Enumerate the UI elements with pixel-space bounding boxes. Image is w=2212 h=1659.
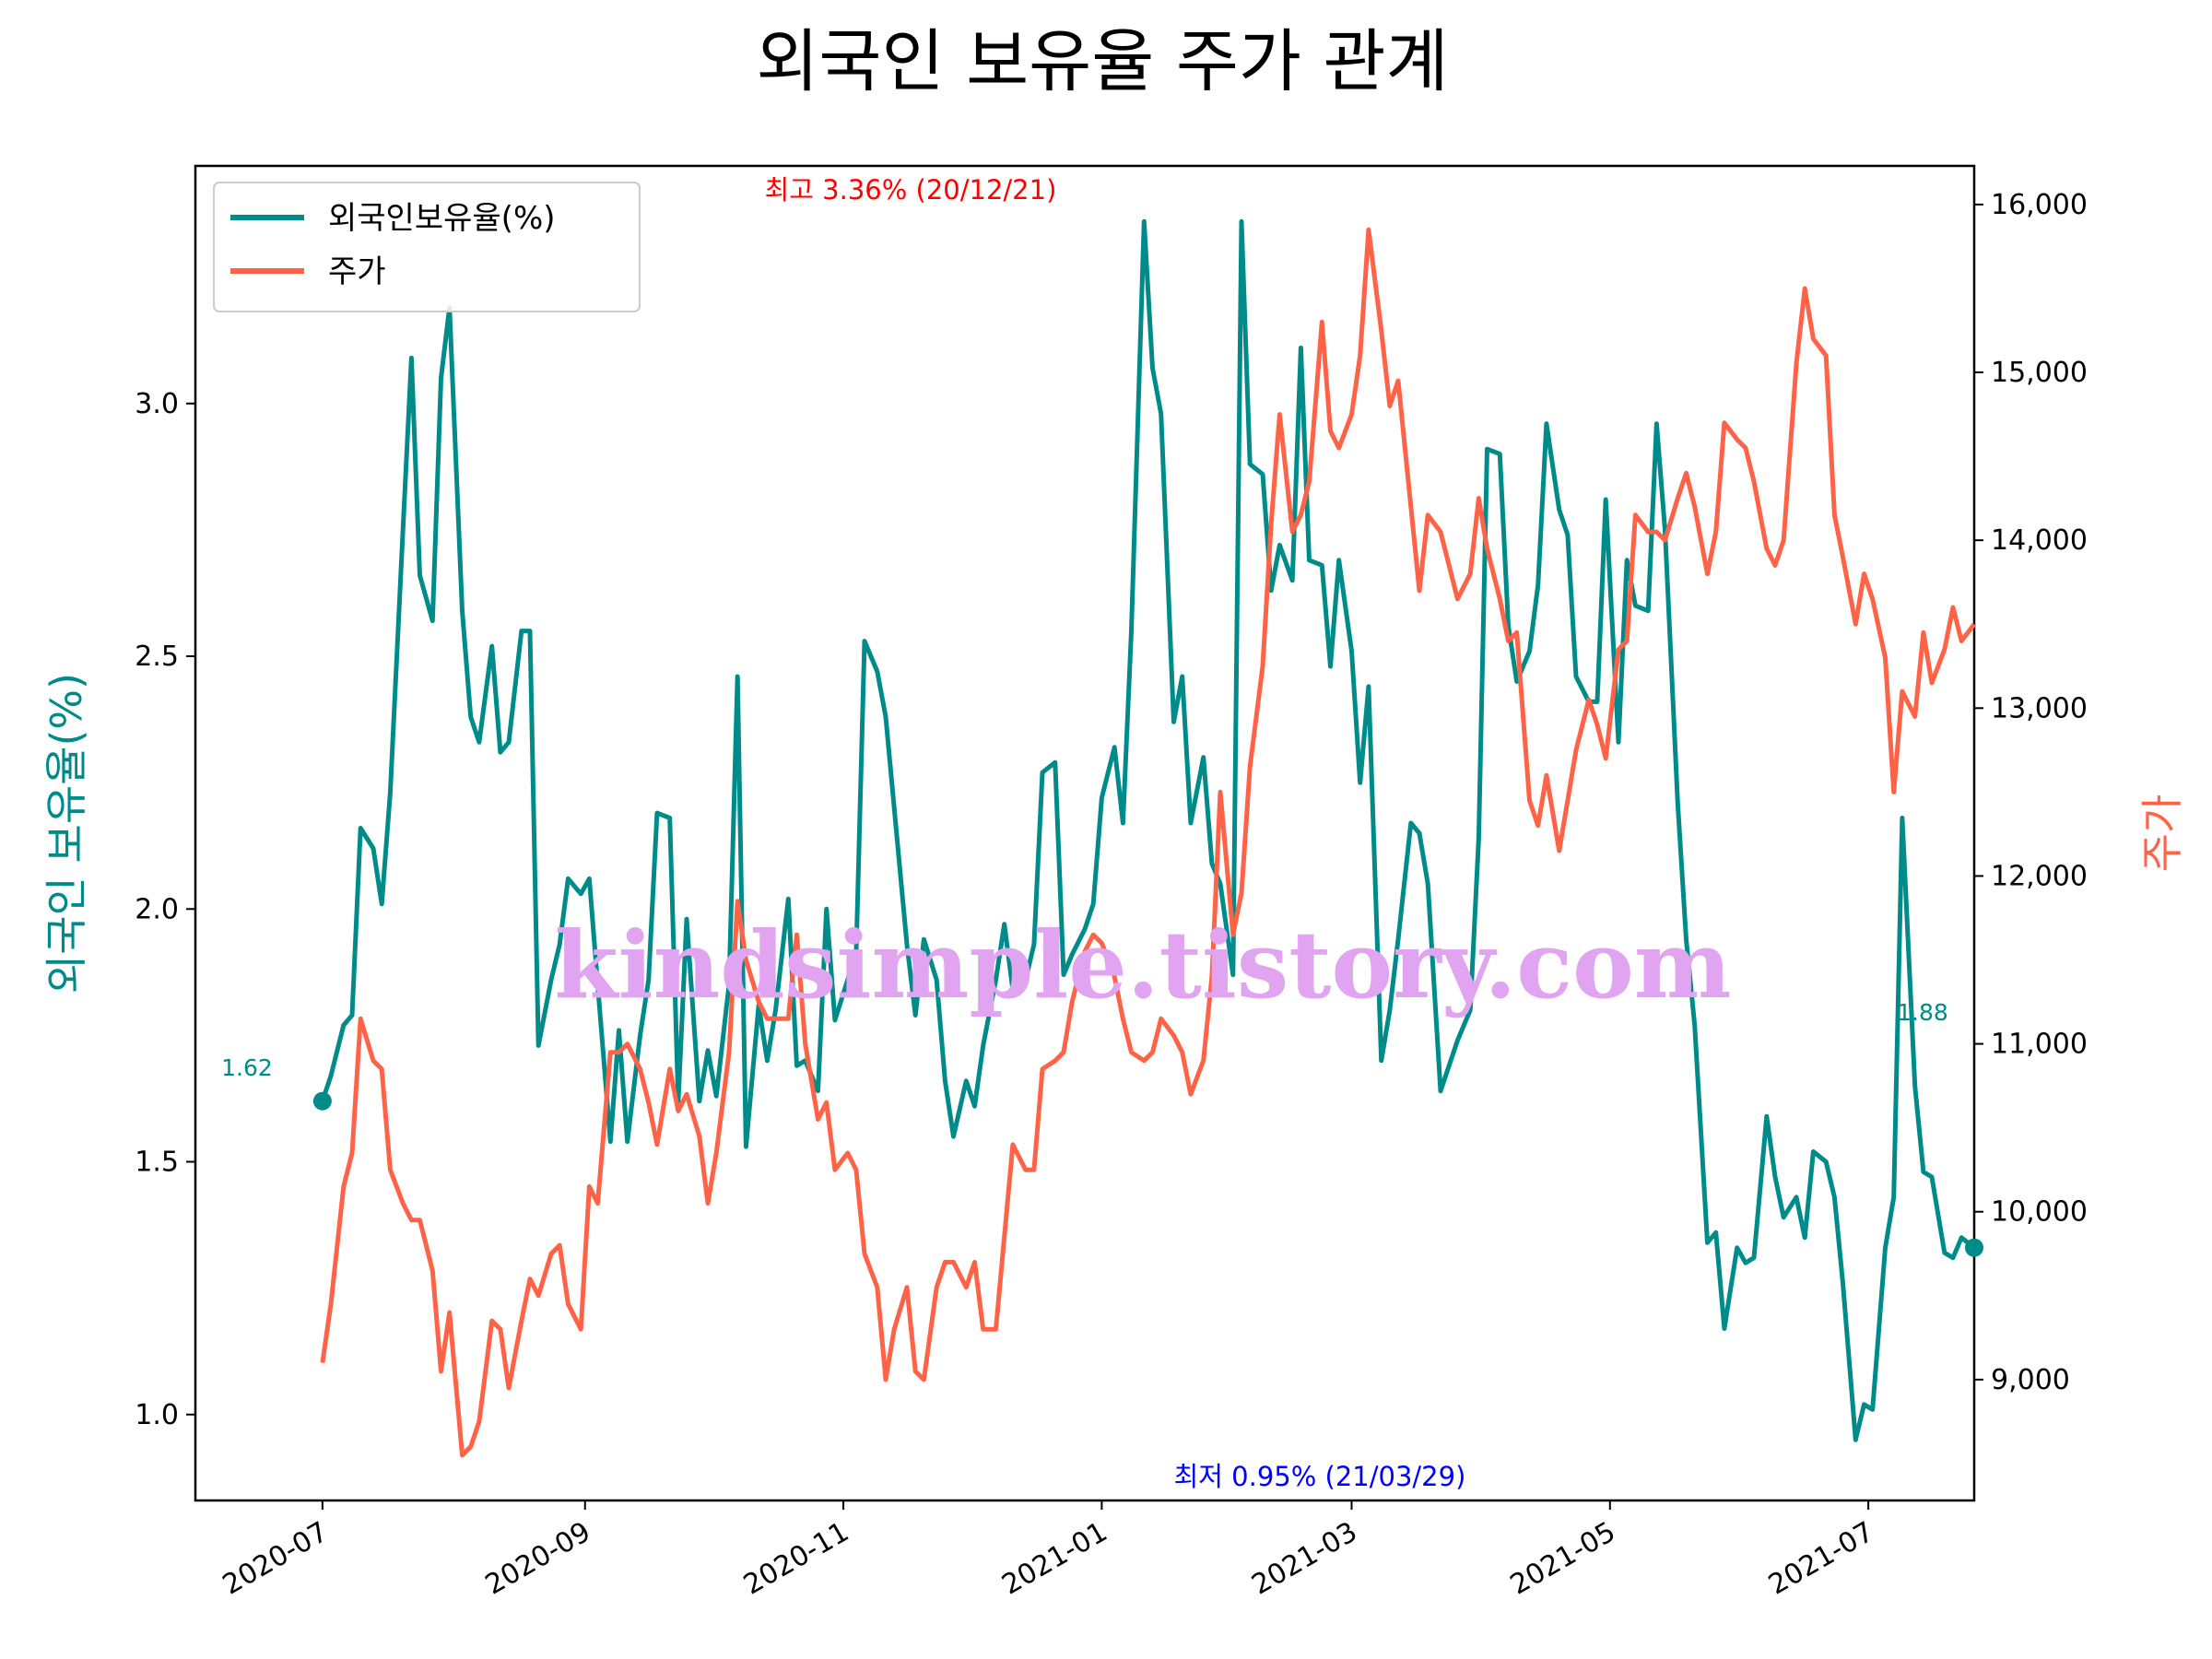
legend-box xyxy=(213,182,641,312)
end-value-label: 1.88 xyxy=(1897,999,1948,1026)
left-y-tick-label: 1.0 xyxy=(135,1399,179,1431)
left-y-tick-label: 2.5 xyxy=(135,641,179,673)
series-lines xyxy=(320,218,1976,1458)
right-y-tick-label: 14,000 xyxy=(1991,524,2088,557)
chart-title: 외국인 보유율 주가 관계 xyxy=(756,22,1448,101)
x-tick-label: 2021-07 xyxy=(1763,1516,1879,1602)
x-tick-label: 2021-01 xyxy=(996,1516,1112,1602)
left-y-axis: 1.0 1.5 2.0 2.5 3.0 xyxy=(135,388,195,1431)
plot-area xyxy=(194,164,1976,1502)
legend-label-price: 주가 xyxy=(328,253,386,290)
left-y-tick-label: 2.0 xyxy=(135,893,179,925)
right-y-tick-label: 9,000 xyxy=(1991,1364,2070,1396)
x-tick-label: 2020-11 xyxy=(738,1516,854,1602)
right-y-tick-label: 13,000 xyxy=(1991,692,2088,724)
end-point-marker xyxy=(1965,1238,1983,1257)
left-y-tick-label: 1.5 xyxy=(135,1147,179,1179)
min-annotation: 최저 0.95% (21/03/29) xyxy=(1174,1461,1466,1492)
right-y-tick-label: 16,000 xyxy=(1991,189,2088,221)
endpoint-markers xyxy=(312,1091,1983,1257)
start-point-marker xyxy=(312,1091,332,1111)
x-tick-label: 2020-07 xyxy=(218,1516,334,1602)
right-y-tick-label: 10,000 xyxy=(1991,1196,2088,1229)
left-y-axis-label: 외국인 보유율(%) xyxy=(41,673,91,994)
x-tick-label: 2021-03 xyxy=(1246,1516,1362,1602)
left-y-tick-label: 3.0 xyxy=(135,388,179,420)
x-tick-label: 2020-09 xyxy=(480,1516,596,1602)
legend-label-ownership: 외국인보유율(%) xyxy=(328,200,556,237)
price-line xyxy=(320,227,1976,1458)
right-y-tick-label: 15,000 xyxy=(1991,357,2088,389)
x-tick-label: 2021-05 xyxy=(1505,1516,1621,1602)
x-axis: 2020-07 2020-09 2020-11 2021-01 2021-03 2021-… xyxy=(218,1500,1879,1602)
legend: 외국인보유율(%) 주가 xyxy=(213,182,641,312)
right-y-tick-label: 12,000 xyxy=(1991,860,2088,892)
watermark-text: kindsimple.tistory.com xyxy=(554,911,1731,1019)
max-annotation: 최고 3.36% (20/12/21) xyxy=(765,174,1057,206)
right-y-axis: 9,000 10,000 11,000 12,000 13,000 14,000 15,00… xyxy=(1974,189,2088,1396)
right-y-tick-label: 11,000 xyxy=(1991,1029,2088,1061)
right-y-axis-label: 주가 xyxy=(2137,794,2187,873)
start-value-label: 1.62 xyxy=(221,1054,273,1081)
ownership-line xyxy=(320,218,1976,1442)
